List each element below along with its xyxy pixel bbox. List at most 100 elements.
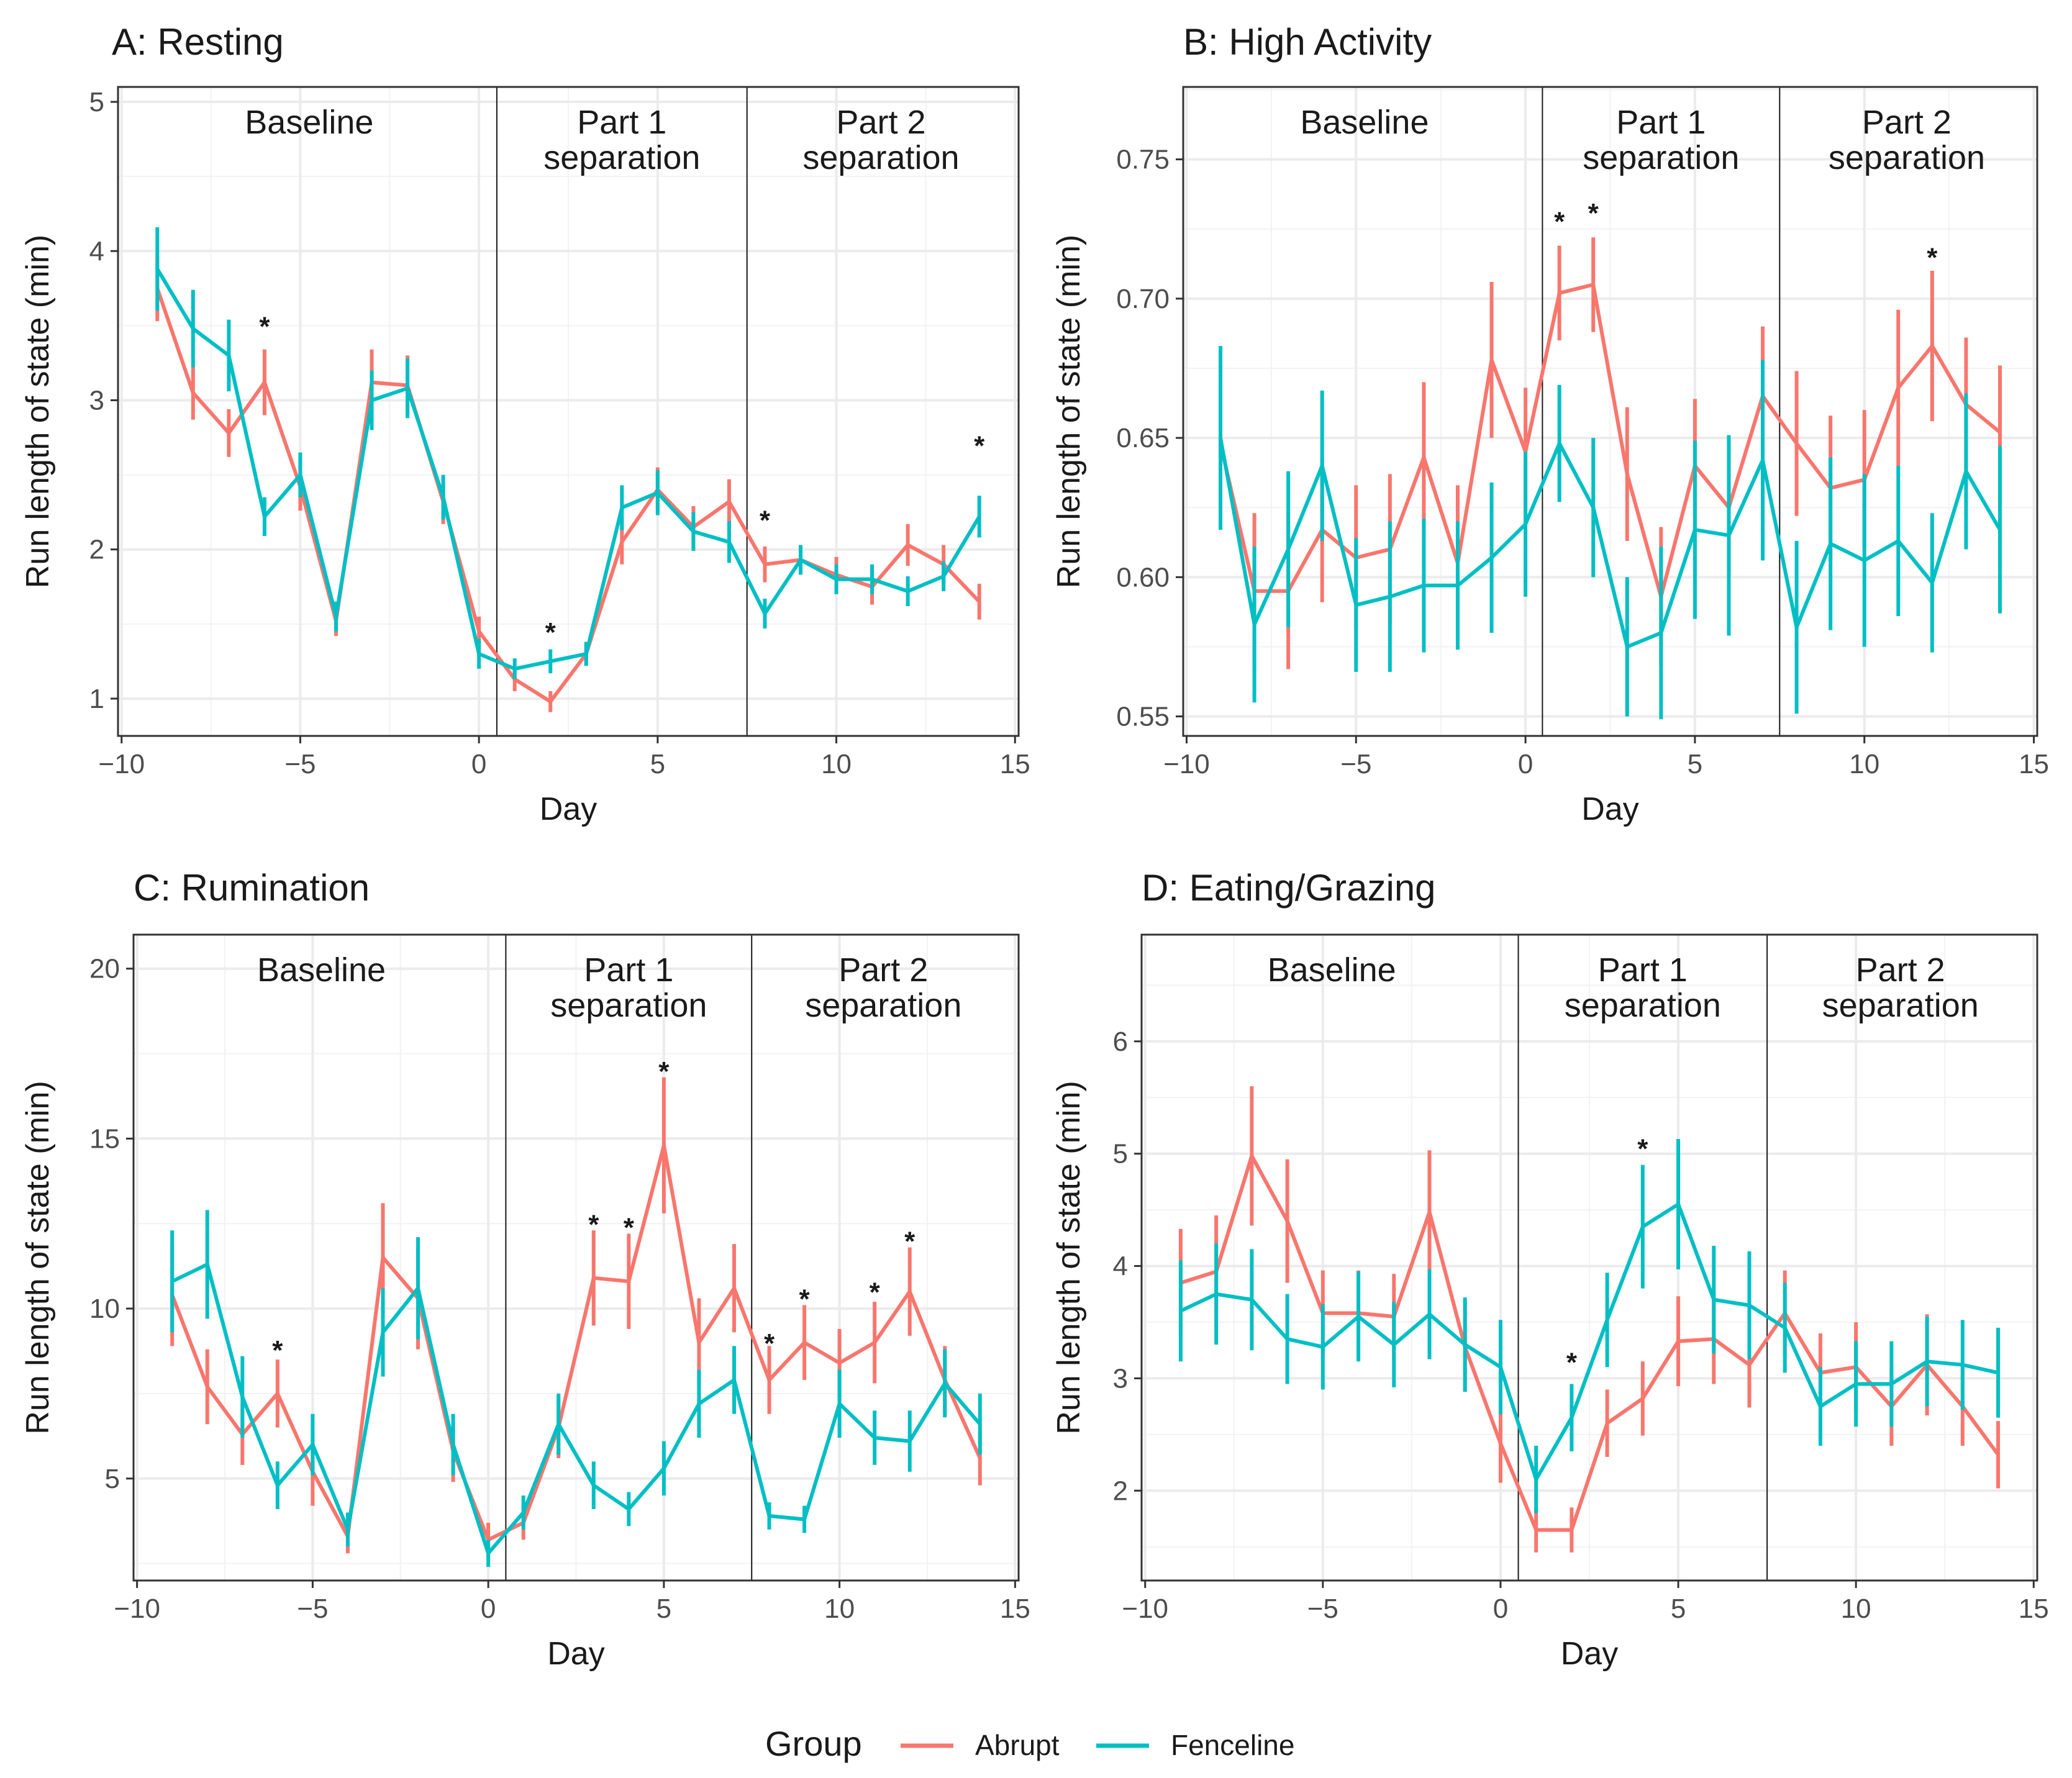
phase-label-part1: Part 1 bbox=[1598, 951, 1688, 989]
phase-label-part2: Part 2 bbox=[1862, 104, 1952, 141]
data-point-abrupt bbox=[1422, 455, 1426, 460]
y-axis-title: Run length of state (min) bbox=[20, 1081, 56, 1434]
significance-star: * bbox=[588, 1209, 599, 1240]
data-point-abrupt bbox=[727, 499, 731, 504]
data-point-fenceline bbox=[870, 577, 875, 581]
data-point-fenceline bbox=[1930, 581, 1934, 585]
data-point-fenceline bbox=[1320, 1345, 1325, 1349]
data-point-fenceline bbox=[1392, 1343, 1396, 1347]
x-tick-label: 5 bbox=[1671, 1594, 1686, 1624]
data-point-fenceline bbox=[1427, 1312, 1432, 1317]
data-point-fenceline bbox=[406, 386, 410, 391]
data-point-fenceline bbox=[1252, 622, 1256, 627]
data-point-abrupt bbox=[977, 599, 981, 604]
data-point-fenceline bbox=[1996, 1371, 2001, 1375]
data-point-fenceline bbox=[1761, 458, 1765, 462]
y-axis-title: Run length of state (min) bbox=[1051, 235, 1087, 588]
data-point-abrupt bbox=[767, 1378, 771, 1382]
data-point-abrupt bbox=[1625, 472, 1629, 476]
data-point-fenceline bbox=[1747, 1303, 1752, 1307]
significance-star: * bbox=[799, 1284, 810, 1315]
significance-star: * bbox=[904, 1227, 916, 1257]
phase-label-part2: Part 2 bbox=[838, 951, 928, 989]
data-point-abrupt bbox=[1794, 442, 1799, 446]
data-point-fenceline bbox=[170, 1279, 175, 1284]
x-tick-label: −10 bbox=[114, 1594, 160, 1624]
x-tick-label: 15 bbox=[1000, 1594, 1030, 1624]
data-point-fenceline bbox=[370, 398, 374, 402]
data-point-fenceline bbox=[1489, 555, 1494, 560]
data-point-abrupt bbox=[381, 1256, 385, 1259]
significance-star: * bbox=[870, 1277, 881, 1308]
data-point-fenceline bbox=[1534, 1477, 1538, 1482]
data-point-fenceline bbox=[837, 1402, 842, 1406]
plot-border bbox=[117, 86, 1020, 737]
data-point-fenceline bbox=[1219, 436, 1223, 440]
data-point-fenceline bbox=[345, 1527, 350, 1531]
significance-star: * bbox=[545, 617, 557, 648]
data-point-fenceline bbox=[620, 506, 624, 510]
x-axis-title: Day bbox=[547, 1636, 604, 1672]
data-point-fenceline bbox=[906, 589, 910, 593]
data-point-fenceline bbox=[907, 1439, 912, 1443]
significance-star: * bbox=[658, 1056, 670, 1087]
data-point-abrupt bbox=[548, 699, 553, 704]
series-fenceline bbox=[1219, 346, 2002, 720]
y-tick-label: 3 bbox=[1113, 1363, 1128, 1394]
data-point-abrupt bbox=[1489, 358, 1494, 362]
y-tick-label: 20 bbox=[89, 954, 120, 984]
x-tick-label: −10 bbox=[1122, 1594, 1168, 1624]
series-fenceline bbox=[155, 227, 981, 679]
data-point-fenceline bbox=[227, 353, 231, 358]
phase-label-baseline: Baseline bbox=[1268, 951, 1396, 989]
data-point-abrupt bbox=[1498, 1441, 1502, 1446]
data-point-abrupt bbox=[661, 1143, 666, 1148]
data-point-abrupt bbox=[1930, 344, 1934, 348]
x-tick-label: 0 bbox=[471, 749, 486, 779]
x-tick-label: −5 bbox=[284, 749, 316, 779]
series-line-fenceline bbox=[155, 268, 981, 671]
y-tick-label: 6 bbox=[1113, 1027, 1128, 1057]
data-point-abrupt bbox=[1605, 1421, 1609, 1425]
series-fenceline bbox=[170, 1210, 982, 1567]
data-point-fenceline bbox=[1818, 1404, 1822, 1408]
data-point-fenceline bbox=[1605, 1318, 1609, 1322]
y-tick-label: 5 bbox=[89, 87, 104, 117]
x-axis-title: Day bbox=[540, 791, 597, 827]
data-point-abrupt bbox=[1896, 386, 1901, 390]
x-tick-label: −5 bbox=[1340, 749, 1371, 779]
data-point-abrupt bbox=[1285, 1219, 1289, 1223]
significance-star: * bbox=[272, 1335, 283, 1366]
data-point-fenceline bbox=[1214, 1292, 1219, 1296]
data-point-abrupt bbox=[1640, 1396, 1645, 1400]
legend-title: Group bbox=[765, 1724, 862, 1763]
panel-title: C: Rumination bbox=[134, 867, 370, 909]
significance-star: * bbox=[1554, 206, 1565, 237]
data-point-fenceline bbox=[1640, 1225, 1645, 1229]
data-point-fenceline bbox=[584, 651, 588, 656]
data-point-abrupt bbox=[873, 1340, 877, 1345]
x-tick-label: 10 bbox=[824, 1594, 855, 1624]
phase-label-part2: Part 2 bbox=[836, 104, 925, 141]
series-line-abrupt bbox=[155, 288, 981, 704]
data-point-fenceline bbox=[1356, 1314, 1361, 1318]
y-tick-label: 10 bbox=[89, 1294, 120, 1324]
significance-star: * bbox=[1566, 1347, 1578, 1377]
series-fenceline bbox=[1178, 1139, 2001, 1513]
data-point-fenceline bbox=[1625, 645, 1629, 649]
y-tick-label: 1 bbox=[89, 684, 104, 714]
data-point-fenceline bbox=[451, 1443, 455, 1447]
data-point-fenceline bbox=[1854, 1382, 1858, 1386]
significance-star: * bbox=[1637, 1134, 1648, 1164]
x-tick-label: 15 bbox=[2019, 749, 2049, 779]
data-point-fenceline bbox=[1829, 542, 1833, 546]
phase-label-part2: Part 2 bbox=[1856, 951, 1945, 989]
data-point-fenceline bbox=[1896, 539, 1901, 543]
data-point-fenceline bbox=[275, 1483, 279, 1487]
data-point-fenceline bbox=[1463, 1343, 1467, 1347]
phase-label-baseline: Baseline bbox=[1300, 104, 1429, 141]
data-point-fenceline bbox=[697, 1402, 701, 1406]
data-point-abrupt bbox=[906, 543, 910, 547]
data-point-fenceline bbox=[627, 1507, 631, 1512]
